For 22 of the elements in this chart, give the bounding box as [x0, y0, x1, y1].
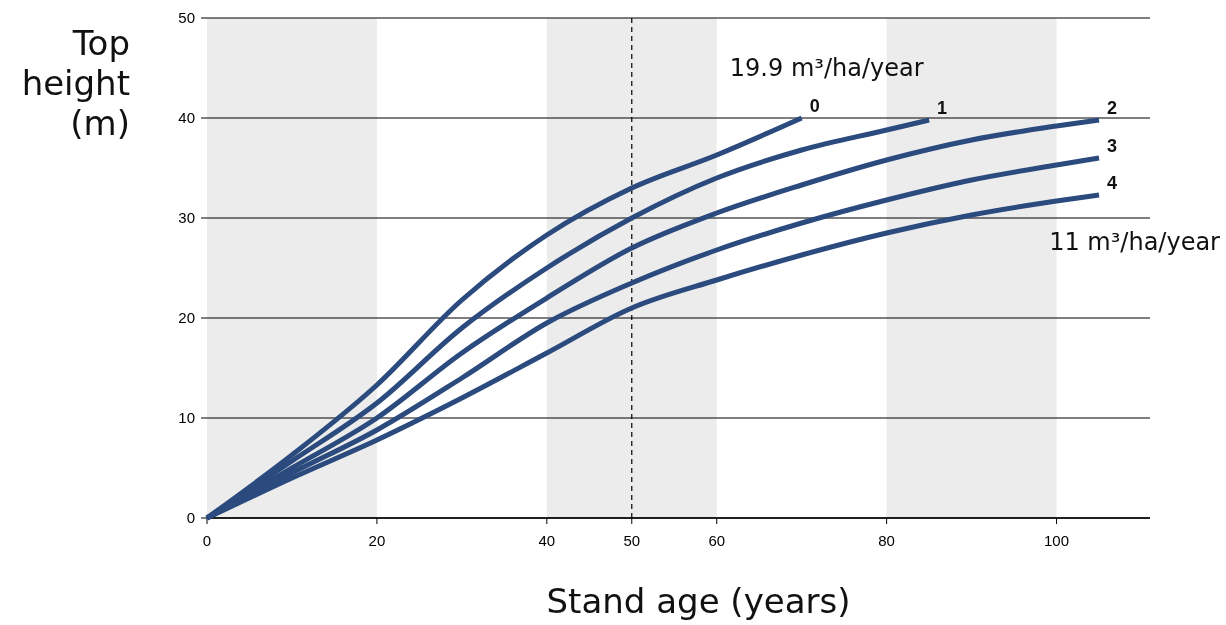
series-label: 2 [1107, 98, 1118, 118]
x-tick-label: 20 [368, 532, 386, 549]
x-tick-label: 60 [708, 532, 726, 549]
series-label: 4 [1107, 173, 1118, 193]
x-tick-label: 50 [623, 532, 641, 549]
x-axis-title: Stand age (years) [546, 581, 851, 621]
x-tick-label: 100 [1044, 532, 1070, 549]
y-axis-title: Top height (m) [21, 23, 130, 143]
y-tick-label: 30 [178, 209, 195, 226]
series-label: 0 [809, 96, 820, 116]
y-tick-label: 50 [178, 9, 195, 26]
y-tick-label: 40 [178, 109, 195, 126]
y-tick-label: 10 [178, 409, 195, 426]
x-tick-label: 0 [202, 532, 212, 549]
y-tick-label: 0 [186, 509, 195, 526]
annotation: 19.9 m³/ha/year [729, 54, 924, 82]
series-label: 3 [1107, 136, 1118, 156]
y-tick-label: 20 [178, 309, 195, 326]
series-label: 1 [937, 98, 948, 118]
x-tick-label: 40 [538, 532, 556, 549]
x-tick-label: 80 [878, 532, 895, 549]
annotation: 11 m³/ha/year [1049, 228, 1221, 256]
